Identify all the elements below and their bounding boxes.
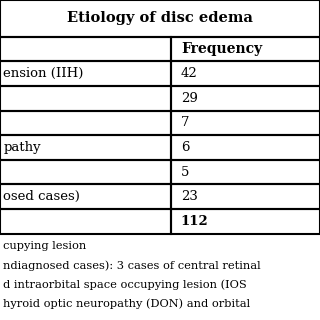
Bar [0,184,171,209]
Text: hyroid optic neuropathy (DON) and orbital: hyroid optic neuropathy (DON) and orbita… [3,298,250,309]
Bar [0,209,171,234]
Bar [0,135,171,160]
Bar [171,86,320,111]
Bar [171,61,320,86]
Bar [171,160,320,184]
Text: osed cases): osed cases) [3,190,80,203]
Bar [0,160,171,184]
Bar [171,135,320,160]
Text: 6: 6 [181,141,189,154]
Bar [0,86,171,111]
Bar [171,209,320,234]
Text: 23: 23 [181,190,198,203]
Text: d intraorbital space occupying lesion (IOS: d intraorbital space occupying lesion (I… [3,279,247,290]
Text: 7: 7 [181,116,189,129]
Text: Etiology of disc edema: Etiology of disc edema [67,12,253,25]
Text: 112: 112 [181,215,209,228]
Text: 29: 29 [181,92,198,105]
Text: 42: 42 [181,67,197,80]
Bar [0,111,171,135]
Bar [171,111,320,135]
Text: pathy: pathy [3,141,41,154]
Bar [0,61,171,86]
Bar [0,37,171,61]
Bar [171,184,320,209]
Text: 5: 5 [181,166,189,179]
Text: ndiagnosed cases): 3 cases of central retinal: ndiagnosed cases): 3 cases of central re… [3,260,261,271]
Bar [0,0,320,37]
Text: Frequency: Frequency [181,42,262,56]
Text: cupying lesion: cupying lesion [3,241,86,251]
Bar [171,37,320,61]
Text: ension (IIH): ension (IIH) [3,67,84,80]
